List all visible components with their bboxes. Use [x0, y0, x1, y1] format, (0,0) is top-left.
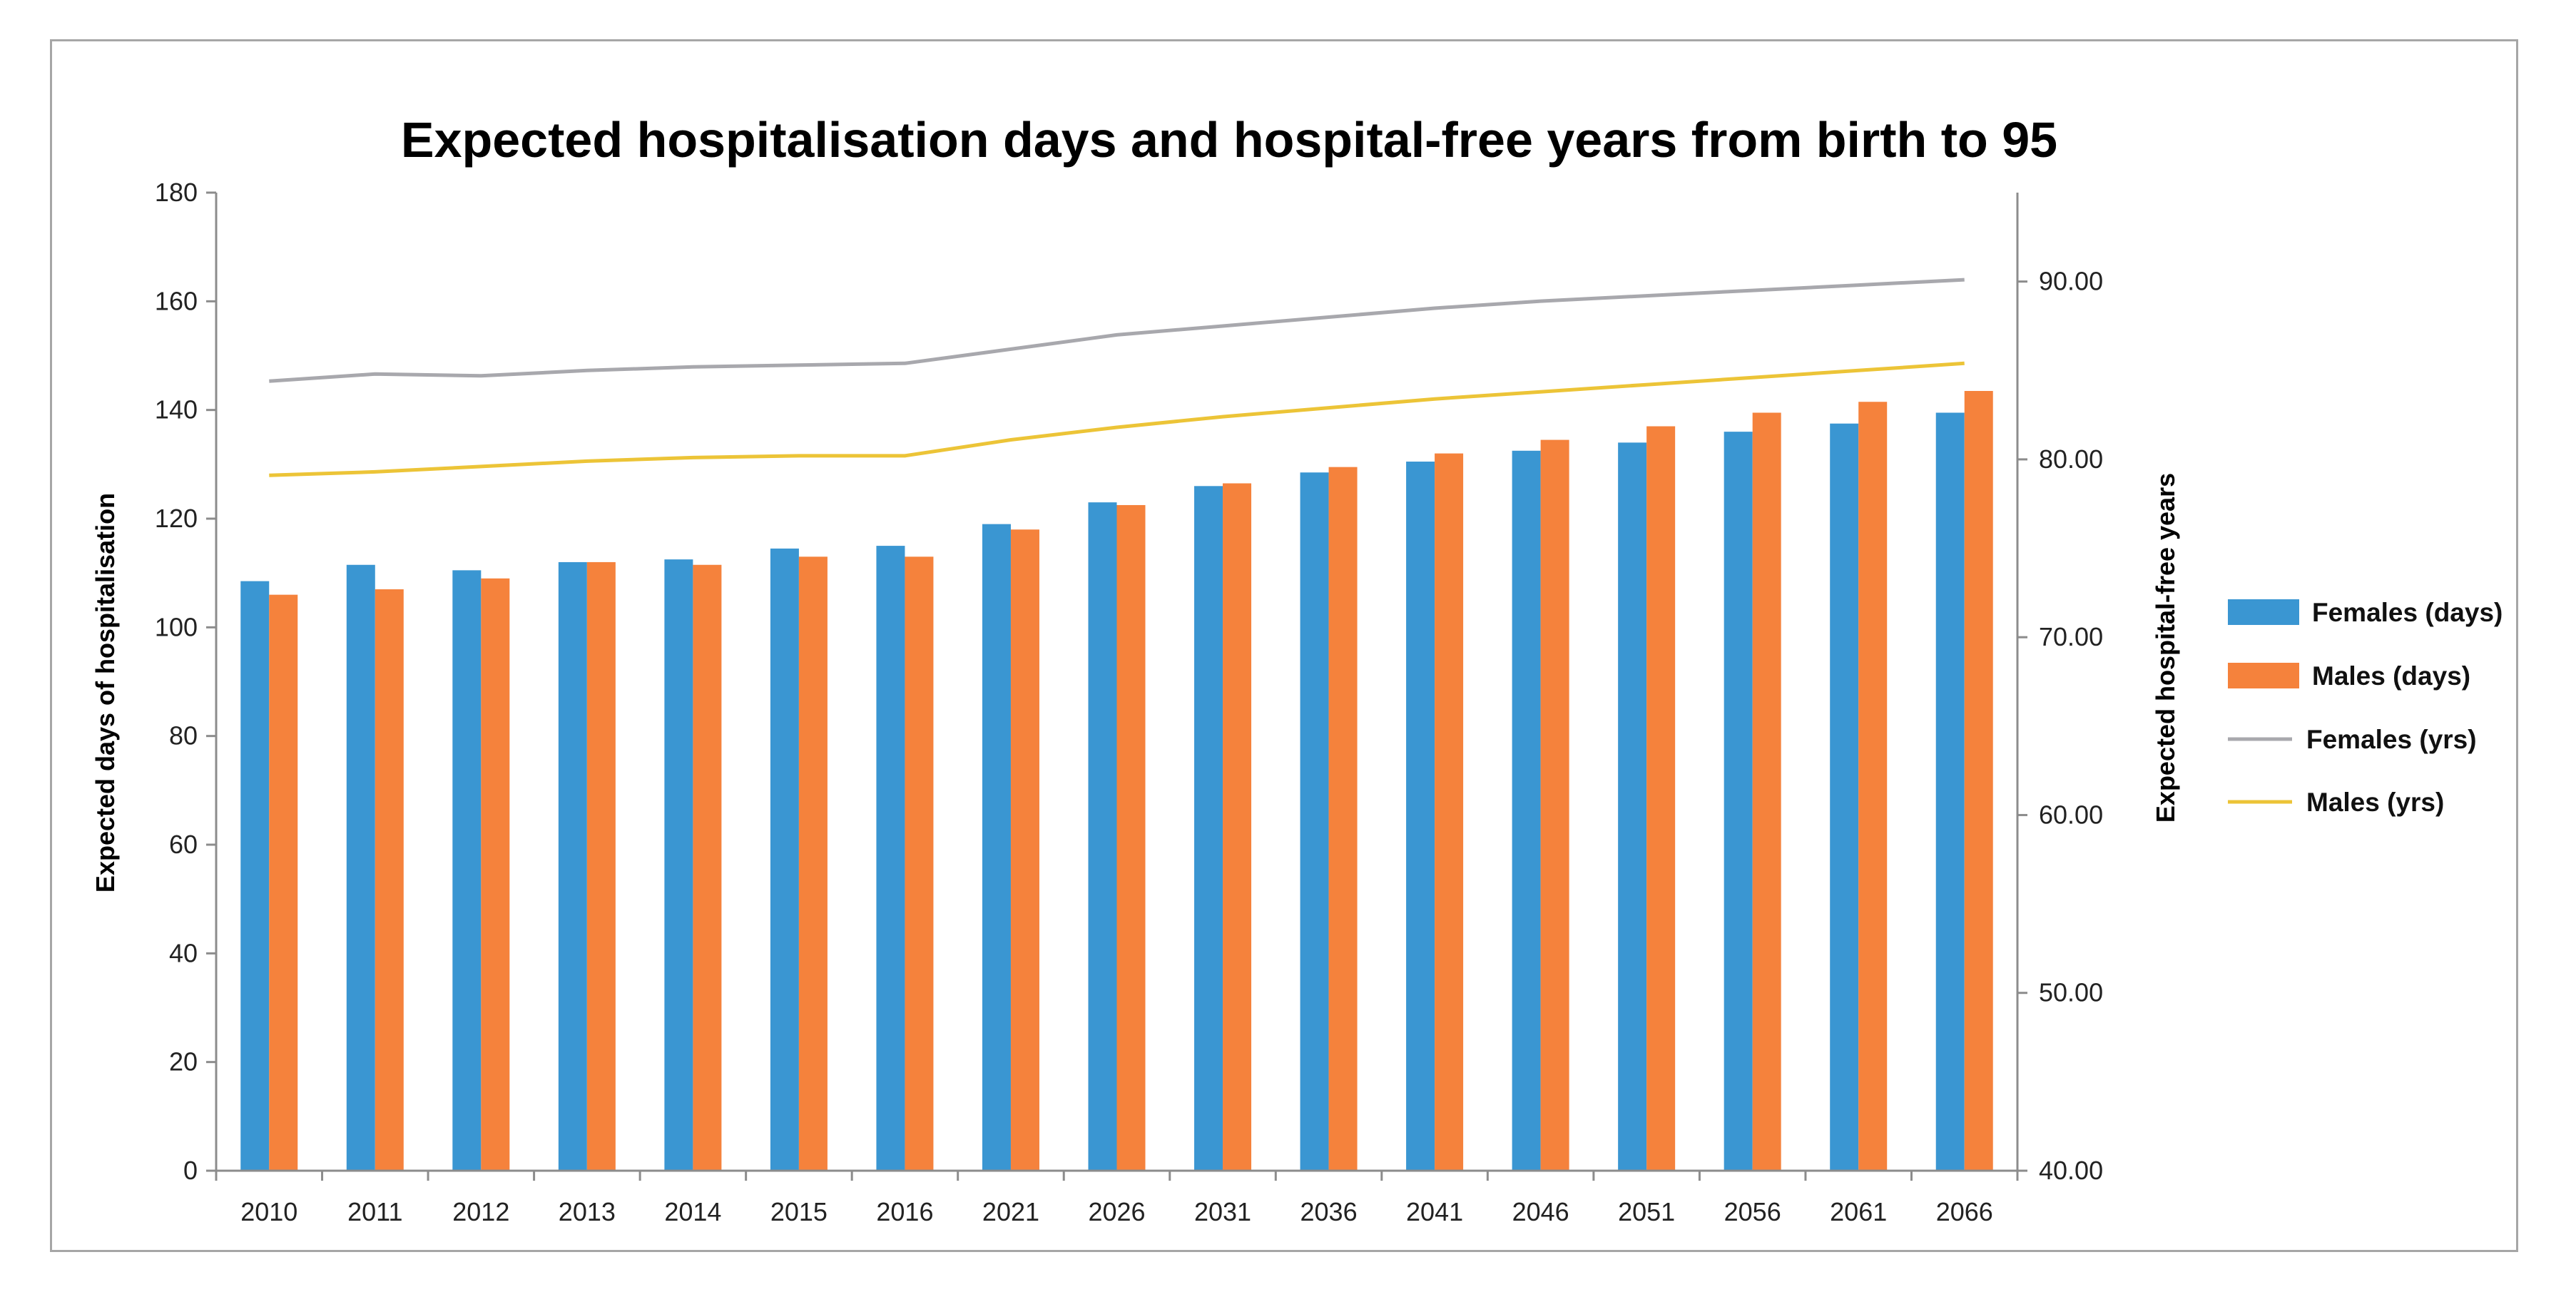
- female-days-bar: [1512, 450, 1541, 1171]
- y2-tick-label: 50.00: [2039, 978, 2103, 1007]
- male-days-bar: [481, 578, 510, 1171]
- male-days-bar: [1116, 504, 1146, 1171]
- x-tick-label: 2041: [1406, 1197, 1463, 1226]
- y-axis-title: Expected days of hospitalisation: [91, 493, 120, 892]
- female-days-bar: [664, 559, 693, 1171]
- male-days-bar: [586, 561, 616, 1171]
- legend-female-days-swatch: [2228, 599, 2299, 625]
- male-days-bar: [375, 589, 404, 1171]
- legend-female-years-label: Females (yrs): [2306, 725, 2477, 754]
- male-days-bar: [905, 556, 934, 1171]
- female-days-bar: [1724, 432, 1753, 1171]
- y2-tick-label: 80.00: [2039, 444, 2103, 474]
- female-days-bar: [452, 570, 482, 1171]
- chart-frame: Expected hospitalisation days and hospit…: [50, 39, 2518, 1252]
- male-days-bar: [1752, 412, 1781, 1171]
- male-days-bar: [1010, 529, 1039, 1171]
- y-tick-label: 40: [169, 938, 198, 967]
- y-tick-label: 100: [155, 612, 198, 641]
- y2-axis-title: Expected hospital-free years: [2151, 473, 2180, 823]
- x-tick-label: 2026: [1088, 1197, 1145, 1226]
- male-days-bar: [269, 594, 298, 1171]
- x-tick-label: 2046: [1512, 1197, 1569, 1226]
- x-tick-label: 2056: [1724, 1197, 1781, 1226]
- female-days-bar: [346, 564, 375, 1171]
- male-days-bar: [1858, 402, 1888, 1171]
- x-tick-label: 2013: [559, 1197, 616, 1226]
- female-days-bar: [1300, 472, 1329, 1171]
- male-years-line: [269, 361, 1965, 477]
- x-tick-label: 2010: [240, 1197, 297, 1226]
- x-tick-label: 2061: [1830, 1197, 1887, 1226]
- x-tick-label: 2016: [876, 1197, 933, 1226]
- female-years-line: [269, 278, 1965, 383]
- y-tick-label: 180: [155, 178, 198, 207]
- x-tick-label: 2021: [982, 1197, 1039, 1226]
- y-tick-label: 160: [155, 286, 198, 315]
- x-tick-label: 2011: [347, 1197, 402, 1226]
- male-days-bar: [1328, 467, 1358, 1171]
- female-days-bar: [1830, 423, 1859, 1171]
- x-tick-label: 2051: [1618, 1197, 1675, 1226]
- female-days-bar: [240, 581, 270, 1171]
- female-days-bar: [558, 561, 587, 1171]
- legend-male-days-label: Males (days): [2312, 661, 2470, 691]
- y2-tick-label: 60.00: [2039, 800, 2103, 829]
- y-tick-label: 80: [169, 721, 198, 751]
- y-tick-label: 60: [169, 830, 198, 859]
- male-days-bar: [693, 564, 722, 1171]
- y2-tick-label: 70.00: [2039, 622, 2103, 651]
- male-days-bar: [1223, 483, 1252, 1171]
- legend-male-days-swatch: [2228, 663, 2299, 688]
- female-days-bar: [876, 546, 905, 1171]
- female-days-bar: [1406, 462, 1435, 1171]
- female-days-bar: [1194, 486, 1223, 1171]
- chart-title: Expected hospitalisation days and hospit…: [401, 112, 2057, 168]
- male-days-bar: [1646, 426, 1676, 1171]
- female-days-bar: [1618, 442, 1647, 1171]
- female-days-bar: [1935, 412, 1965, 1171]
- x-tick-label: 2012: [452, 1197, 509, 1226]
- male-days-bar: [1964, 391, 1993, 1171]
- female-days-bar: [982, 524, 1011, 1171]
- female-days-bar: [770, 548, 799, 1171]
- y-tick-label: 20: [169, 1047, 198, 1077]
- male-days-bar: [798, 556, 828, 1171]
- legend-male-years-label: Males (yrs): [2306, 788, 2444, 817]
- y2-tick-label: 40.00: [2039, 1156, 2103, 1185]
- y-tick-label: 140: [155, 395, 198, 424]
- x-tick-label: 2015: [770, 1197, 828, 1226]
- male-days-bar: [1540, 439, 1569, 1171]
- legend-female-days-label: Females (days): [2312, 598, 2503, 627]
- combo-chart: Expected hospitalisation days and hospit…: [91, 112, 2503, 1226]
- y2-tick-label: 90.00: [2039, 267, 2103, 296]
- y-tick-label: 120: [155, 504, 198, 533]
- female-days-bar: [1088, 502, 1117, 1171]
- y-tick-label: 0: [183, 1156, 198, 1185]
- x-tick-label: 2066: [1936, 1197, 1993, 1226]
- x-tick-label: 2031: [1194, 1197, 1251, 1226]
- x-tick-label: 2036: [1300, 1197, 1358, 1226]
- x-tick-label: 2014: [664, 1197, 721, 1226]
- male-days-bar: [1435, 453, 1464, 1171]
